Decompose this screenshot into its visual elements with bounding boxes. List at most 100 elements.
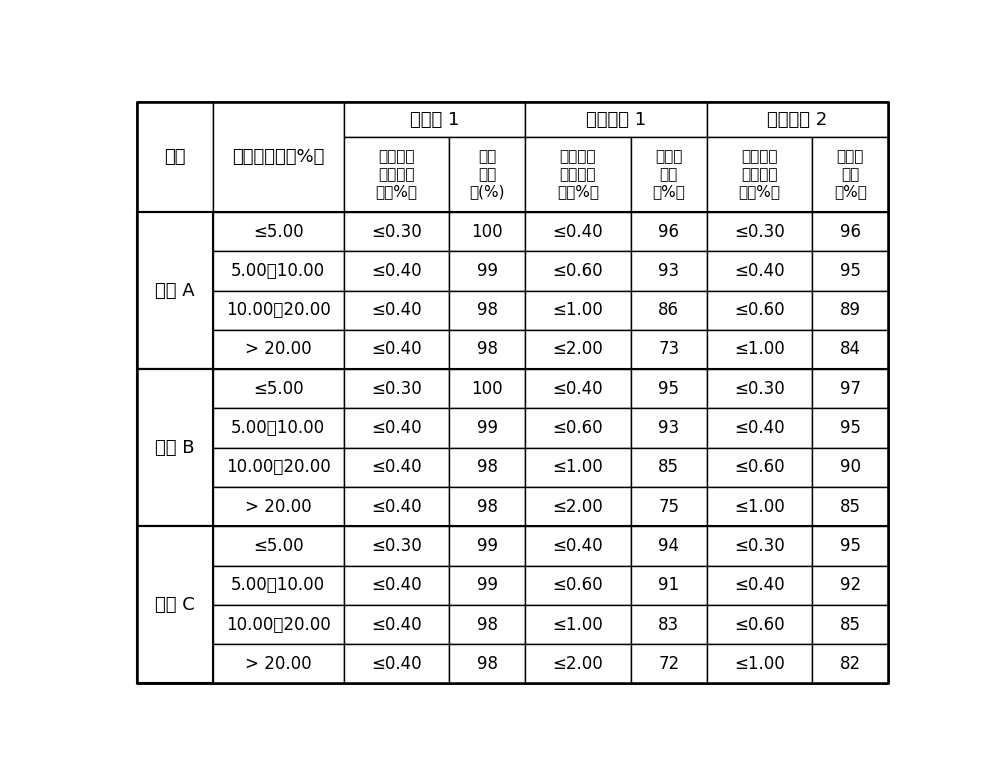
Text: 93: 93 bbox=[658, 262, 679, 280]
Text: ≤0.40: ≤0.40 bbox=[371, 458, 422, 476]
Bar bbox=[213, 605, 344, 644]
Text: > 20.00: > 20.00 bbox=[245, 341, 311, 359]
Bar bbox=[213, 447, 344, 487]
Text: ≤2.00: ≤2.00 bbox=[553, 655, 603, 673]
Text: ≤2.00: ≤2.00 bbox=[553, 498, 603, 516]
Bar bbox=[525, 330, 631, 369]
Text: ≤2.00: ≤2.00 bbox=[553, 341, 603, 359]
Bar bbox=[213, 103, 344, 212]
Text: 86: 86 bbox=[658, 301, 679, 319]
Text: 96: 96 bbox=[658, 223, 679, 240]
Text: ≤0.40: ≤0.40 bbox=[553, 537, 603, 555]
Text: 98: 98 bbox=[477, 458, 498, 476]
Text: 98: 98 bbox=[477, 301, 498, 319]
Text: 95: 95 bbox=[840, 537, 861, 555]
Text: 对比试验 1: 对比试验 1 bbox=[586, 110, 646, 128]
Bar bbox=[631, 369, 707, 408]
Text: ≤0.40: ≤0.40 bbox=[371, 419, 422, 437]
Bar bbox=[812, 212, 888, 251]
Text: 5.00～10.00: 5.00～10.00 bbox=[231, 576, 325, 594]
Bar bbox=[213, 212, 344, 251]
Bar bbox=[137, 526, 213, 683]
Bar bbox=[707, 605, 812, 644]
Bar bbox=[631, 251, 707, 290]
Text: 5.00～10.00: 5.00～10.00 bbox=[231, 419, 325, 437]
Text: ≤0.40: ≤0.40 bbox=[371, 301, 422, 319]
Text: 95: 95 bbox=[840, 419, 861, 437]
Bar bbox=[449, 137, 525, 212]
Bar bbox=[812, 487, 888, 526]
Bar bbox=[449, 487, 525, 526]
Bar bbox=[812, 566, 888, 605]
Bar bbox=[213, 566, 344, 605]
Bar bbox=[812, 644, 888, 683]
Text: ≤0.30: ≤0.30 bbox=[371, 223, 422, 240]
Bar bbox=[631, 137, 707, 212]
Bar bbox=[344, 251, 449, 290]
Bar bbox=[707, 644, 812, 683]
Bar bbox=[707, 251, 812, 290]
Bar bbox=[344, 330, 449, 369]
Bar bbox=[631, 526, 707, 566]
Bar bbox=[631, 408, 707, 447]
Bar bbox=[525, 605, 631, 644]
Text: 5.00～10.00: 5.00～10.00 bbox=[231, 262, 325, 280]
Bar bbox=[631, 487, 707, 526]
Bar bbox=[812, 251, 888, 290]
Bar bbox=[344, 487, 449, 526]
Text: 氧化钾含量（%）: 氧化钾含量（%） bbox=[232, 148, 324, 166]
Bar bbox=[631, 290, 707, 330]
Text: 91: 91 bbox=[658, 576, 679, 594]
Text: ≤0.40: ≤0.40 bbox=[371, 498, 422, 516]
Text: 92: 92 bbox=[840, 576, 861, 594]
Bar bbox=[812, 447, 888, 487]
Text: 98: 98 bbox=[477, 615, 498, 633]
Text: ≤5.00: ≤5.00 bbox=[253, 223, 303, 240]
Bar bbox=[213, 369, 344, 408]
Text: ≤0.30: ≤0.30 bbox=[371, 537, 422, 555]
Text: ≤1.00: ≤1.00 bbox=[553, 458, 603, 476]
Text: ≤0.30: ≤0.30 bbox=[371, 380, 422, 398]
Bar bbox=[525, 251, 631, 290]
Text: ≤0.60: ≤0.60 bbox=[553, 262, 603, 280]
Text: 检验准
确率
（%）: 检验准 确率 （%） bbox=[652, 149, 685, 199]
Text: ≤0.30: ≤0.30 bbox=[734, 223, 785, 240]
Text: ≤0.40: ≤0.40 bbox=[734, 576, 785, 594]
Bar bbox=[213, 644, 344, 683]
Text: 项目: 项目 bbox=[164, 148, 185, 166]
Text: ≤1.00: ≤1.00 bbox=[734, 655, 785, 673]
Text: 实施例 1: 实施例 1 bbox=[410, 110, 459, 128]
Text: 平行测定
的绝对差
值（%）: 平行测定 的绝对差 值（%） bbox=[739, 149, 781, 199]
Text: 99: 99 bbox=[477, 262, 498, 280]
Text: ≤1.00: ≤1.00 bbox=[553, 301, 603, 319]
Bar bbox=[707, 408, 812, 447]
Text: ≤1.00: ≤1.00 bbox=[734, 341, 785, 359]
Bar bbox=[707, 526, 812, 566]
Text: 94: 94 bbox=[658, 537, 679, 555]
Bar bbox=[525, 487, 631, 526]
Bar bbox=[707, 103, 888, 137]
Text: 检验准
确率
（%）: 检验准 确率 （%） bbox=[834, 149, 867, 199]
Bar bbox=[449, 566, 525, 605]
Text: 100: 100 bbox=[471, 380, 503, 398]
Bar bbox=[344, 103, 525, 137]
Text: ≤1.00: ≤1.00 bbox=[553, 615, 603, 633]
Text: ≤0.40: ≤0.40 bbox=[734, 419, 785, 437]
Bar bbox=[449, 408, 525, 447]
Bar bbox=[707, 290, 812, 330]
Bar bbox=[707, 487, 812, 526]
Text: 平行测定
的绝对差
值（%）: 平行测定 的绝对差 值（%） bbox=[375, 149, 417, 199]
Bar bbox=[707, 447, 812, 487]
Text: > 20.00: > 20.00 bbox=[245, 655, 311, 673]
Bar bbox=[449, 212, 525, 251]
Text: > 20.00: > 20.00 bbox=[245, 498, 311, 516]
Text: 85: 85 bbox=[840, 498, 861, 516]
Bar bbox=[344, 137, 449, 212]
Text: 98: 98 bbox=[477, 341, 498, 359]
Bar bbox=[213, 526, 344, 566]
Bar bbox=[812, 605, 888, 644]
Bar bbox=[449, 644, 525, 683]
Bar bbox=[525, 566, 631, 605]
Text: 99: 99 bbox=[477, 419, 498, 437]
Text: ≤0.60: ≤0.60 bbox=[734, 615, 785, 633]
